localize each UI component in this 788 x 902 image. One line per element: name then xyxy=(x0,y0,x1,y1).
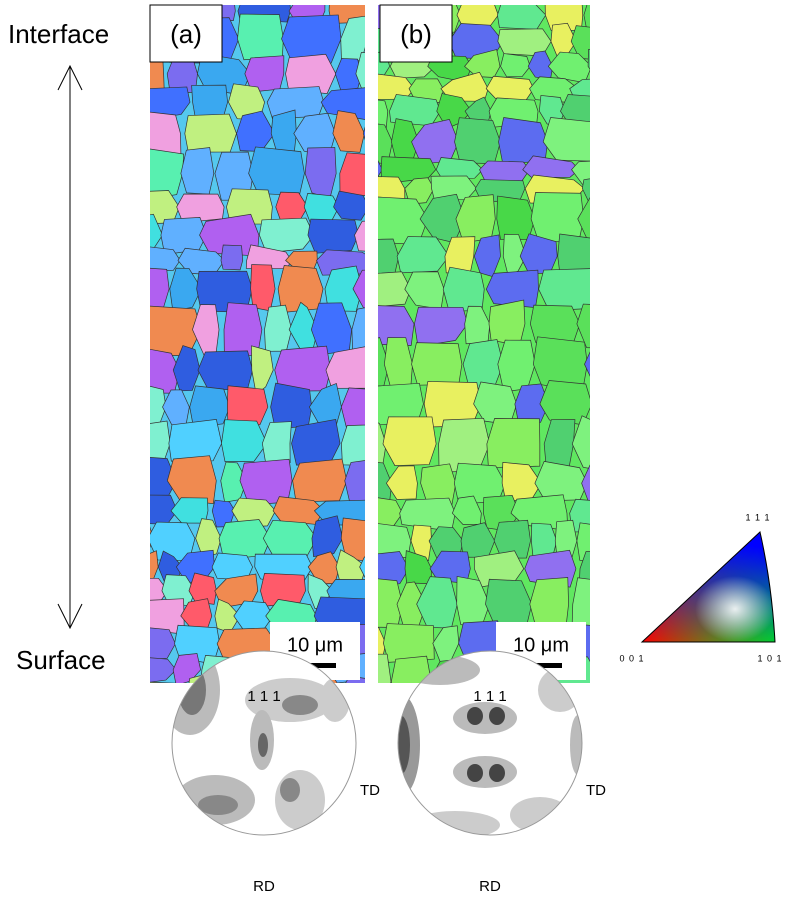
grain xyxy=(181,148,214,195)
grain xyxy=(577,304,629,348)
grain xyxy=(480,161,530,182)
ipf-left: 0 0 1 xyxy=(619,653,644,663)
surface-label: Surface xyxy=(16,645,106,675)
grain xyxy=(592,384,629,427)
ipf-right: 1 0 1 xyxy=(757,653,782,663)
pole-right: TD xyxy=(360,782,380,799)
pole-bottom: RD xyxy=(479,878,501,895)
grain xyxy=(185,114,237,152)
grain xyxy=(192,85,228,118)
grain xyxy=(530,578,569,629)
grain xyxy=(293,459,347,502)
scale-label: 10 μm xyxy=(513,634,569,656)
pole-right: TD xyxy=(586,782,606,799)
grain xyxy=(126,383,166,425)
grain xyxy=(251,265,275,311)
pole-top: 1 1 1 xyxy=(473,688,506,705)
grain xyxy=(358,272,411,308)
grain xyxy=(326,346,381,388)
grain xyxy=(227,386,267,425)
grain xyxy=(128,245,180,271)
grain xyxy=(487,418,540,467)
ipf-top: 1 1 1 xyxy=(745,512,770,522)
grain xyxy=(292,419,340,465)
ipf-triangle xyxy=(642,532,775,642)
grain xyxy=(489,300,525,345)
grain xyxy=(308,219,358,253)
panel-label: (b) xyxy=(400,19,432,49)
grain xyxy=(126,626,176,661)
grain xyxy=(577,523,621,562)
grain xyxy=(341,388,381,430)
grain xyxy=(340,153,374,196)
grain xyxy=(383,417,436,466)
grain xyxy=(169,419,222,461)
grain xyxy=(588,49,624,77)
scale-label: 10 μm xyxy=(287,634,343,656)
pole-bottom: RD xyxy=(253,878,275,895)
grain xyxy=(455,118,501,164)
grain xyxy=(531,193,584,243)
grain xyxy=(412,343,462,386)
panel-label: (a) xyxy=(170,19,202,49)
orientation-map-b xyxy=(349,0,636,708)
pole-top: 1 1 1 xyxy=(247,688,280,705)
grain xyxy=(136,268,170,309)
depth-arrow xyxy=(58,66,82,628)
grain xyxy=(443,267,484,311)
grain xyxy=(127,517,154,555)
grain xyxy=(237,14,283,60)
grain xyxy=(543,118,602,162)
grain xyxy=(133,495,178,524)
orientation-map-a xyxy=(123,0,414,720)
grain xyxy=(249,147,305,196)
grain xyxy=(539,269,601,311)
page: {"axis": {"top": "Interface", "bottom": … xyxy=(0,0,788,902)
figure: Interface Surface (a) (b) 10 μm 10 μm xyxy=(0,0,788,902)
grain xyxy=(499,118,548,164)
grain xyxy=(582,463,632,506)
grain xyxy=(198,351,253,390)
grain xyxy=(357,522,411,558)
grain xyxy=(221,245,243,270)
interface-label: Interface xyxy=(8,19,109,49)
grain xyxy=(497,0,545,29)
